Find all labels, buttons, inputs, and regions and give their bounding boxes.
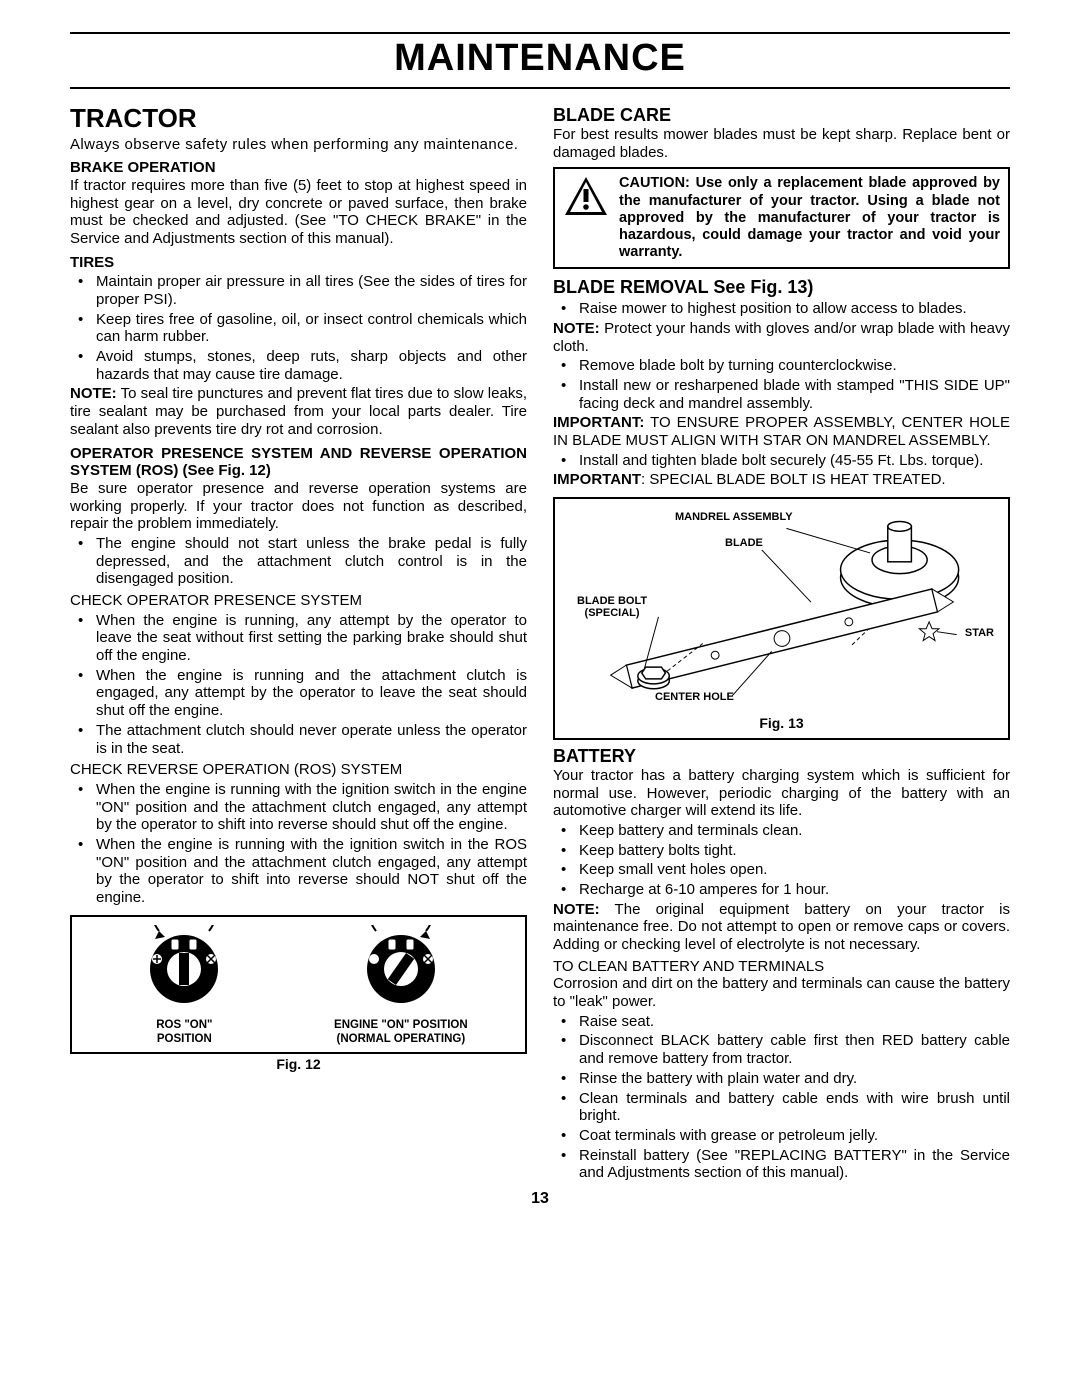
battery-note: NOTE: The original equipment battery on …	[553, 901, 1010, 954]
list-item: Recharge at 6-10 amperes for 1 hour.	[579, 881, 1010, 899]
list-item: Clean terminals and battery cable ends w…	[579, 1090, 1010, 1125]
list-item: Keep small vent holes open.	[579, 861, 1010, 879]
two-column-layout: TRACTOR Always observe safety rules when…	[70, 103, 1010, 1184]
tires-heading: TIRES	[70, 254, 527, 272]
list-item: Keep battery and terminals clean.	[579, 822, 1010, 840]
caution-box: CAUTION: Use only a replacement blade ap…	[553, 167, 1010, 269]
center-hole-label: CENTER HOLE	[655, 691, 734, 703]
page-title: MAINTENANCE	[70, 32, 1010, 89]
blade-removal-important: IMPORTANT: TO ENSURE PROPER ASSEMBLY, CE…	[553, 414, 1010, 449]
tires-list: Maintain proper air pressure in all tire…	[70, 273, 527, 383]
ros-intro: Be sure operator presence and reverse op…	[70, 480, 527, 533]
list-item: When the engine is running, any attempt …	[96, 612, 527, 665]
list-item: Raise mower to highest position to allow…	[579, 300, 1010, 318]
battery-list: Keep battery and terminals clean. Keep b…	[553, 822, 1010, 899]
blade-removal-heading: BLADE REMOVAL See Fig. 13)	[553, 277, 1010, 298]
battery-intro: Your tractor has a battery charging syst…	[553, 767, 1010, 820]
list-item: Reinstall battery (See "REPLACING BATTER…	[579, 1147, 1010, 1182]
blade-care-intro: For best results mower blades must be ke…	[553, 126, 1010, 161]
clean-battery-list: Raise seat. Disconnect BLACK battery cab…	[553, 1013, 1010, 1182]
fig12-caption: Fig. 12	[70, 1056, 527, 1073]
blade-care-heading: BLADE CARE	[553, 105, 1010, 126]
list-item: Maintain proper air pressure in all tire…	[96, 273, 527, 308]
ros-list-2: When the engine is running, any attempt …	[70, 612, 527, 758]
blade-removal-note: NOTE: Protect your hands with gloves and…	[553, 320, 1010, 355]
list-item: When the engine is running and the attac…	[96, 667, 527, 720]
list-item: Install and tighten blade bolt securely …	[579, 452, 1010, 470]
star-label: STAR	[965, 627, 994, 639]
list-item: Keep battery bolts tight.	[579, 842, 1010, 860]
ros-on-label: ROS "ON"POSITION	[129, 1019, 239, 1045]
ros-list-1: The engine should not start unless the b…	[70, 535, 527, 588]
left-column: TRACTOR Always observe safety rules when…	[70, 103, 527, 1184]
page-number: 13	[70, 1190, 1010, 1209]
list-item: Install new or resharpened blade with st…	[579, 377, 1010, 412]
blade-removal-list-3: Install and tighten blade bolt securely …	[553, 452, 1010, 470]
blade-label: BLADE	[725, 537, 763, 549]
check-presence-heading: CHECK OPERATOR PRESENCE SYSTEM	[70, 592, 527, 610]
ros-list-3: When the engine is running with the igni…	[70, 781, 527, 907]
tractor-intro: Always observe safety rules when perform…	[70, 136, 527, 154]
list-item: Rinse the battery with plain water and d…	[579, 1070, 1010, 1088]
tractor-heading: TRACTOR	[70, 103, 527, 134]
list-item: When the engine is running with the igni…	[96, 836, 527, 907]
clean-battery-intro: Corrosion and dirt on the battery and te…	[553, 975, 1010, 1010]
list-item: Raise seat.	[579, 1013, 1010, 1031]
blade-removal-important2: IMPORTANT: SPECIAL BLADE BOLT IS HEAT TR…	[553, 471, 1010, 489]
figure-12-box: ROS "ON"POSITION ENG	[70, 915, 527, 1054]
tires-note: NOTE: To seal tire punctures and prevent…	[70, 385, 527, 438]
brake-heading: BRAKE OPERATION	[70, 159, 527, 177]
right-column: BLADE CARE For best results mower blades…	[553, 103, 1010, 1184]
blade-removal-list-1: Raise mower to highest position to allow…	[553, 300, 1010, 318]
blade-removal-list-2: Remove blade bolt by turning countercloc…	[553, 357, 1010, 412]
mandrel-label: MANDREL ASSEMBLY	[675, 511, 793, 523]
ros-heading: OPERATOR PRESENCE SYSTEM AND REVERSE OPE…	[70, 445, 527, 480]
clean-battery-heading: TO CLEAN BATTERY AND TERMINALS	[553, 958, 1010, 976]
list-item: Coat terminals with grease or petroleum …	[579, 1127, 1010, 1145]
ros-switch: ROS "ON"POSITION	[129, 925, 239, 1046]
list-item: Remove blade bolt by turning countercloc…	[579, 357, 1010, 375]
engine-on-label: ENGINE "ON" POSITION(NORMAL OPERATING)	[334, 1019, 468, 1045]
list-item: Avoid stumps, stones, deep ruts, sharp o…	[96, 348, 527, 383]
caution-text: CAUTION: Use only a replacement blade ap…	[619, 175, 1000, 261]
brake-body: If tractor requires more than five (5) f…	[70, 177, 527, 248]
list-item: The attachment clutch should never opera…	[96, 722, 527, 757]
bolt-label: BLADE BOLT(SPECIAL)	[577, 595, 647, 619]
list-item: Keep tires free of gasoline, oil, or ins…	[96, 311, 527, 346]
list-item: The engine should not start unless the b…	[96, 535, 527, 588]
check-ros-heading: CHECK REVERSE OPERATION (ROS) SYSTEM	[70, 761, 527, 779]
list-item: When the engine is running with the igni…	[96, 781, 527, 834]
figure-13-box: MANDREL ASSEMBLY BLADE BLADE BOLT(SPECIA…	[553, 497, 1010, 740]
list-item: Disconnect BLACK battery cable first the…	[579, 1032, 1010, 1067]
battery-heading: BATTERY	[553, 746, 1010, 767]
fig13-caption: Fig. 13	[565, 715, 998, 732]
warning-icon	[563, 175, 609, 222]
engine-switch: ENGINE "ON" POSITION(NORMAL OPERATING)	[334, 925, 468, 1046]
